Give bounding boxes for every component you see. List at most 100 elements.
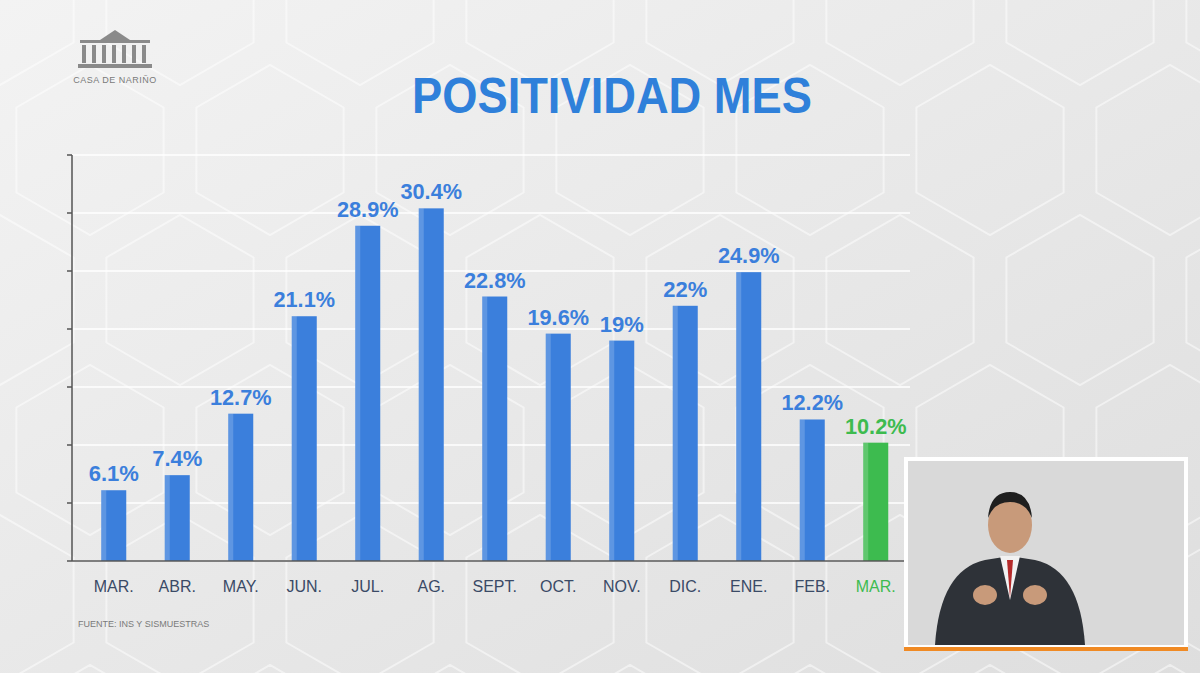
- bar-highlight: [228, 414, 233, 561]
- hexagon: [106, 215, 253, 385]
- x-axis: [72, 560, 910, 562]
- inset-bar: [904, 647, 1188, 651]
- bar: [863, 443, 888, 561]
- category-label: MAR.: [94, 578, 134, 595]
- category-label: MAY.: [223, 578, 259, 595]
- bar-highlight: [736, 272, 741, 561]
- hexagon: [826, 0, 973, 85]
- bar: [228, 414, 253, 561]
- hexagon: [1006, 0, 1153, 85]
- bar-highlight: [165, 475, 170, 561]
- bars: [101, 208, 888, 561]
- bar: [673, 306, 698, 561]
- category-label: MAR.: [856, 578, 896, 595]
- hexagon: [736, 665, 883, 673]
- data-label: 12.7%: [210, 385, 271, 410]
- logo-part: [132, 45, 136, 63]
- interpreter-body: [935, 556, 1085, 645]
- data-label: 6.1%: [89, 461, 139, 486]
- category-label: FEB.: [794, 578, 830, 595]
- data-label: 22.8%: [464, 267, 525, 292]
- bar-highlight: [673, 306, 678, 561]
- interpreter-hand: [1023, 585, 1047, 605]
- data-label: 24.9%: [718, 243, 779, 268]
- inset-video: [908, 461, 1184, 645]
- data-label: 28.9%: [337, 197, 398, 222]
- hexagon: [1186, 0, 1200, 85]
- bar: [736, 272, 761, 561]
- category-label: SEPT.: [473, 578, 517, 595]
- interpreter-hand: [973, 585, 997, 605]
- category-label: JUL.: [351, 578, 384, 595]
- grid-line: [72, 212, 910, 214]
- hexagon: [16, 365, 163, 535]
- background: [0, 0, 1200, 673]
- logo-part: [82, 45, 86, 63]
- logo-part: [122, 45, 126, 63]
- hexagon: [196, 65, 343, 235]
- hexagon: [0, 215, 74, 385]
- interpreter-shirt: [1000, 556, 1020, 600]
- category-label: NOV.: [603, 578, 641, 595]
- grid: [67, 155, 910, 561]
- hexagon: [196, 665, 343, 673]
- data-label: 21.1%: [274, 287, 335, 312]
- hexagon: [0, 515, 74, 673]
- inset-frame: [904, 457, 1188, 651]
- hexagon: [376, 665, 523, 673]
- y-axis: [71, 155, 73, 561]
- hexagon: [646, 515, 793, 673]
- hexagon: [1186, 215, 1200, 385]
- data-label: 10.2%: [845, 414, 906, 439]
- category-label: ABR.: [159, 578, 196, 595]
- logo-part: [142, 45, 146, 63]
- hexagon: [646, 215, 793, 385]
- bar-highlight: [863, 443, 868, 561]
- data-label: 22%: [663, 277, 707, 302]
- category-label: DIC.: [669, 578, 701, 595]
- category-label: ENE.: [730, 578, 767, 595]
- bar: [355, 226, 380, 561]
- bar-highlight: [101, 490, 106, 561]
- data-label: 19.6%: [528, 304, 589, 329]
- hexagon: [826, 215, 973, 385]
- title: POSITIVIDAD MES: [412, 68, 812, 124]
- hexagon: [1006, 215, 1153, 385]
- grid-line: [72, 154, 910, 156]
- hexagon: [16, 65, 163, 235]
- bar: [609, 341, 634, 561]
- bar-highlight: [292, 316, 297, 561]
- category-label: AG.: [417, 578, 445, 595]
- logo-part: [92, 45, 96, 63]
- data-label: 12.2%: [782, 390, 843, 415]
- bar-highlight: [419, 208, 424, 561]
- logo: [78, 30, 152, 68]
- bar: [546, 334, 571, 561]
- logo-text: CASA DE NARIÑO: [73, 75, 157, 85]
- hexagon: [0, 0, 74, 85]
- logo-part: [78, 64, 152, 68]
- bar: [101, 490, 126, 561]
- hexagon: [916, 665, 1063, 673]
- chart: CASA DE NARIÑO POSITIVIDAD MES 6.1% 7.4% 12.…: [0, 0, 1200, 673]
- bar-highlight: [800, 419, 805, 561]
- interpreter-inset: [904, 457, 1188, 651]
- bar: [419, 208, 444, 561]
- data-label: 7.4%: [152, 446, 202, 471]
- bar-highlight: [546, 334, 551, 561]
- logo-part: [100, 30, 130, 40]
- logo-part: [102, 45, 106, 63]
- bar-highlight: [482, 297, 487, 561]
- interpreter-hair: [988, 492, 1032, 518]
- hexagon: [1096, 65, 1200, 235]
- hexagon: [556, 665, 703, 673]
- data-label: 30.4%: [401, 179, 462, 204]
- hexagon: [916, 65, 1063, 235]
- category-label: OCT.: [540, 578, 576, 595]
- bar: [482, 297, 507, 561]
- category-label: JUN.: [286, 578, 322, 595]
- bar: [800, 419, 825, 561]
- bar: [292, 316, 317, 561]
- hexagon: [16, 665, 163, 673]
- bar-highlight: [609, 341, 614, 561]
